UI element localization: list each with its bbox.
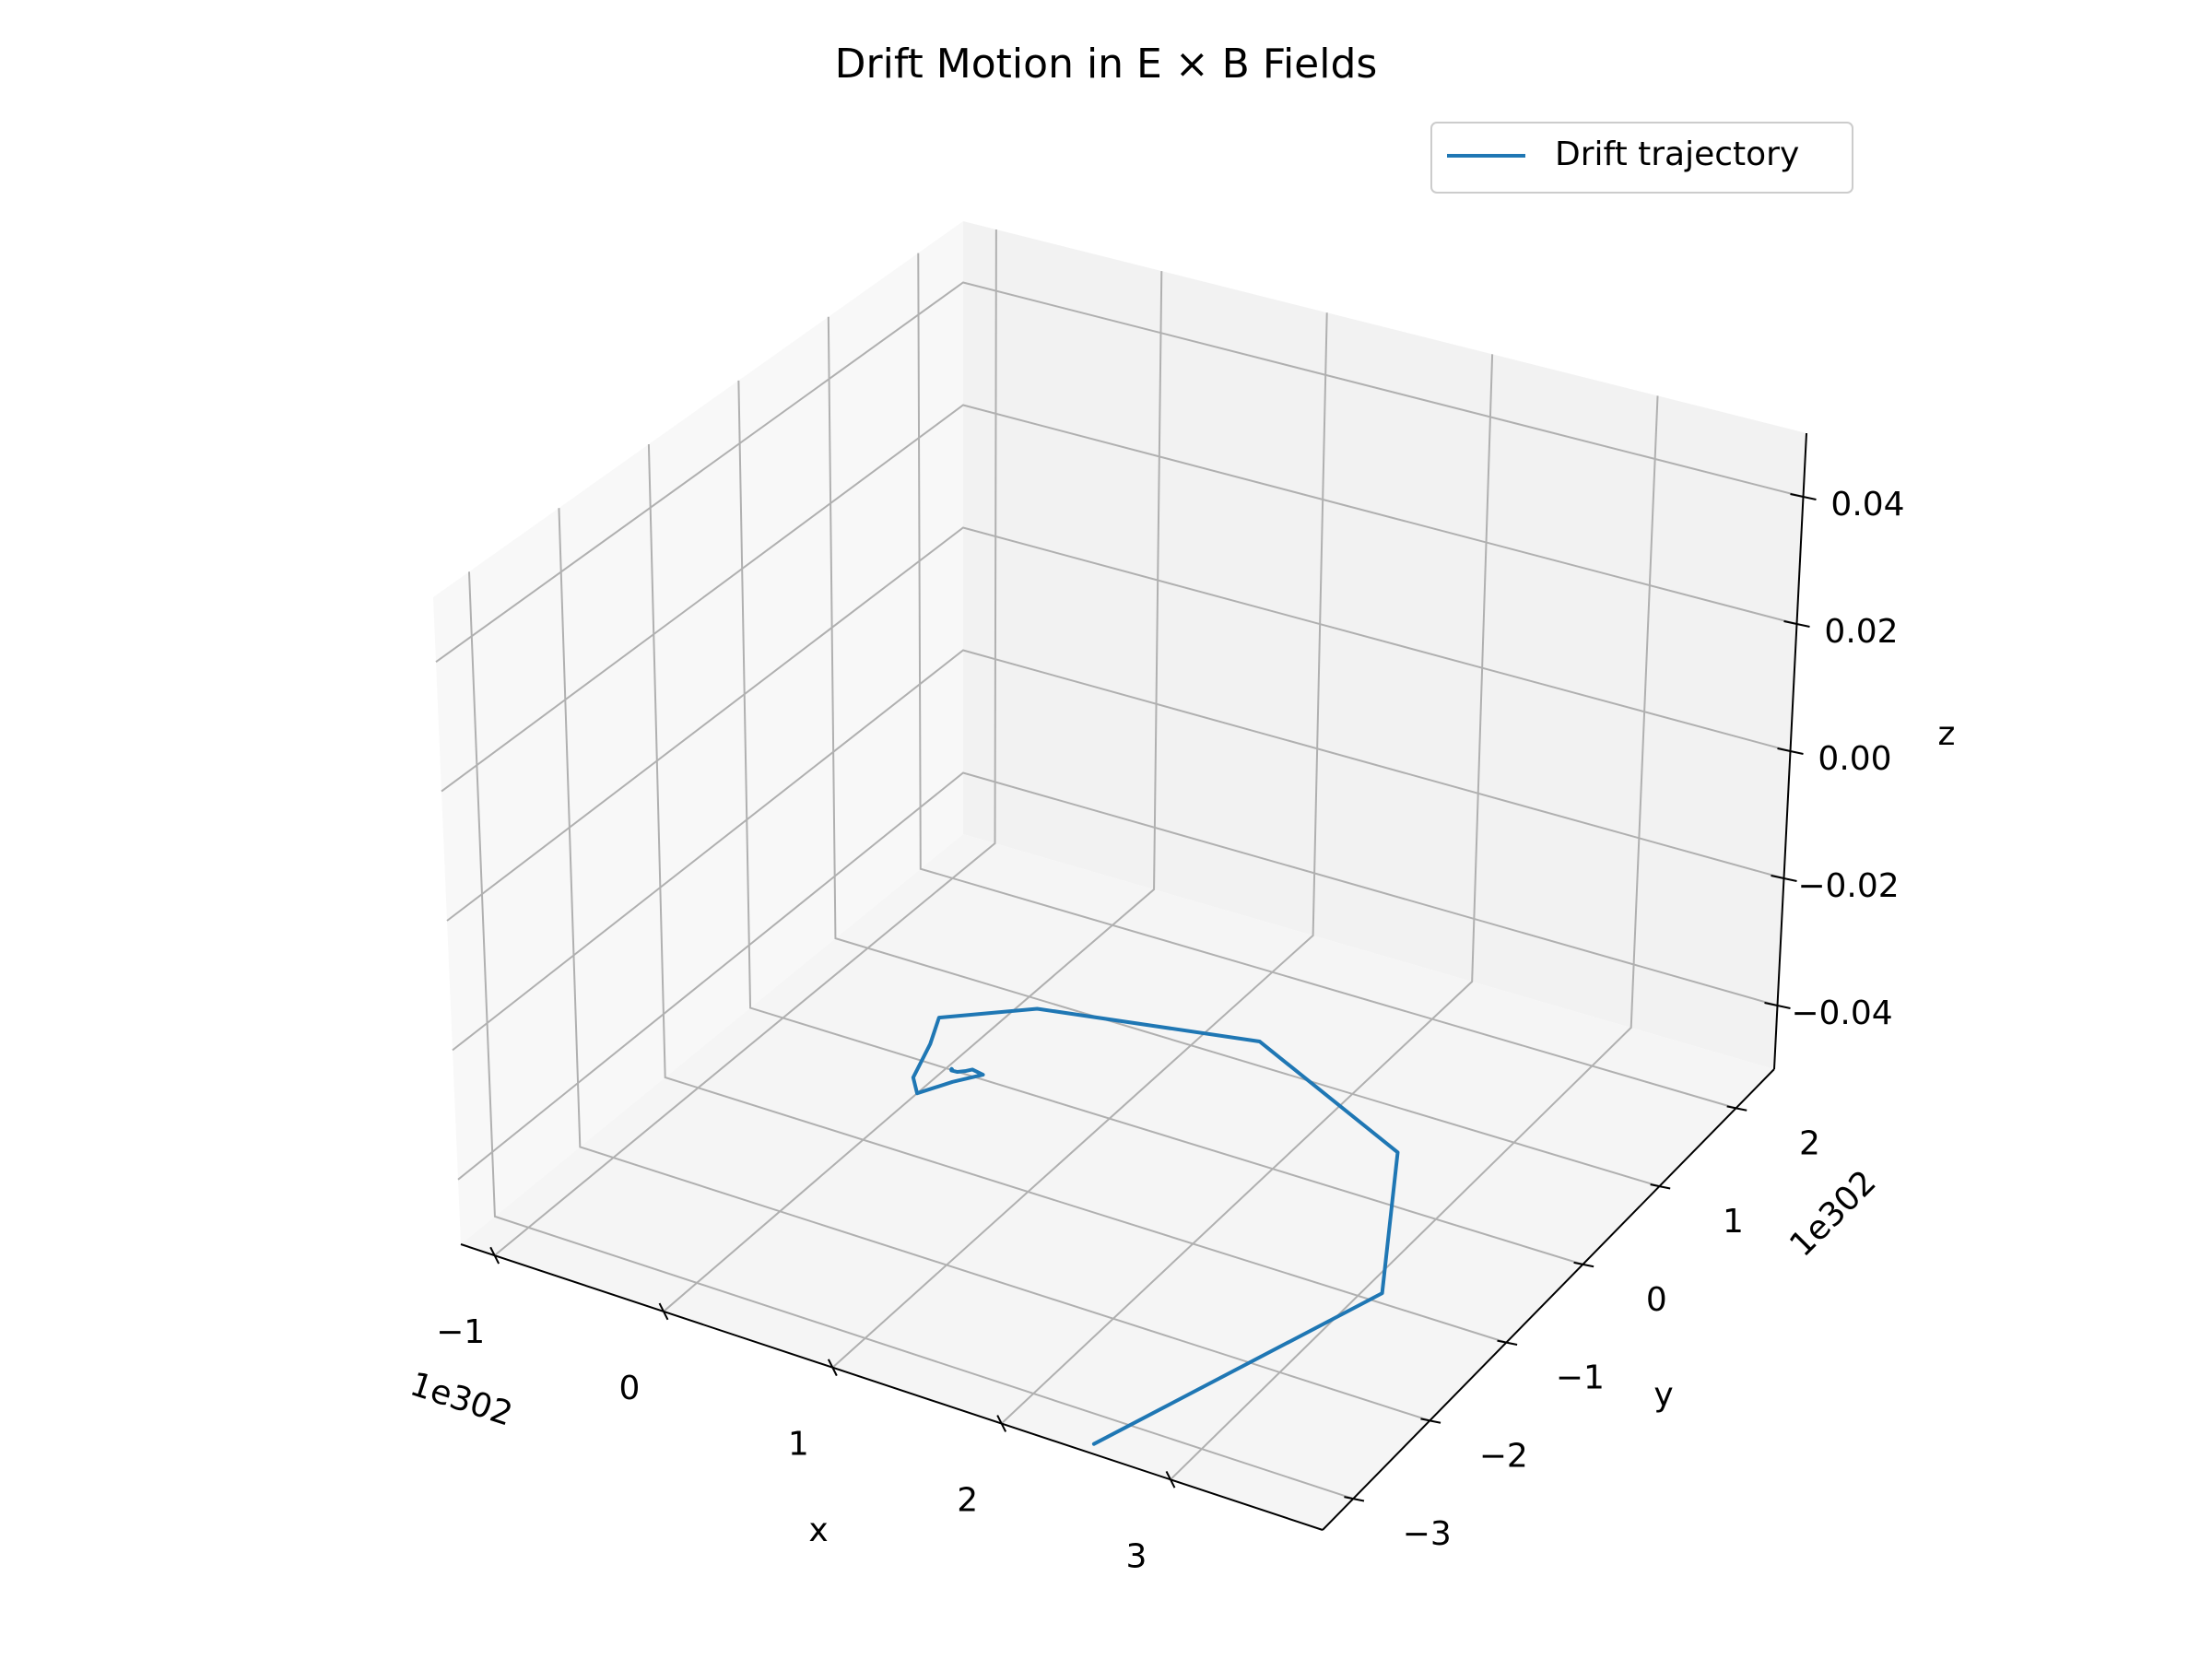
y-tick-mark bbox=[1573, 1261, 1594, 1268]
x-tick-label: 3 bbox=[1126, 1537, 1147, 1575]
y-tick-mark bbox=[1497, 1339, 1518, 1346]
x-tick-label: −1 bbox=[436, 1313, 485, 1351]
x-grid-line bbox=[494, 229, 997, 1256]
y-grid-line bbox=[558, 508, 1430, 1422]
z-grid-line bbox=[452, 649, 1784, 1052]
y-tick-mark bbox=[1344, 1496, 1365, 1502]
z-axis-label: z bbox=[1938, 715, 1956, 753]
z-tick-label: 0.04 bbox=[1830, 486, 1904, 524]
legend-box bbox=[1430, 122, 1853, 194]
y-tick-label: −3 bbox=[1403, 1515, 1452, 1553]
y-grid-line bbox=[917, 253, 1736, 1110]
pane-back bbox=[963, 221, 1806, 1069]
y-axis-label: y bbox=[1653, 1376, 1673, 1414]
x-tick-mark bbox=[658, 1302, 669, 1321]
y-tick-label: 1 bbox=[1723, 1203, 1744, 1241]
x-tick-mark bbox=[1165, 1470, 1176, 1488]
y-tick-label: 2 bbox=[1799, 1124, 1820, 1162]
x-offset-text: 1e302 bbox=[406, 1365, 517, 1433]
grid-lines bbox=[435, 229, 1804, 1500]
y-tick-label: −2 bbox=[1479, 1437, 1528, 1475]
tick-marks bbox=[489, 493, 1817, 1502]
z-grid-line bbox=[446, 526, 1791, 922]
x-axis-line bbox=[460, 1243, 1324, 1531]
y-tick-mark bbox=[1650, 1183, 1671, 1190]
y-tick-mark bbox=[1420, 1418, 1441, 1424]
series-layer bbox=[911, 1006, 1400, 1446]
z-tick-mark bbox=[1790, 493, 1817, 500]
y-grid-line bbox=[467, 571, 1354, 1500]
z-tick-label: −0.02 bbox=[1797, 867, 1899, 905]
x-grid-line bbox=[1000, 354, 1494, 1425]
x-tick-label: 0 bbox=[619, 1370, 641, 1407]
x-grid-line bbox=[1170, 395, 1659, 1481]
y-grid-line bbox=[737, 380, 1583, 1265]
x-tick-mark bbox=[996, 1415, 1007, 1432]
z-tick-label: 0.00 bbox=[1818, 740, 1891, 778]
tick-labels: −1 0 1 2 3 −3 −2 −1 0 1 2 −0.04 −0.02 0.00 0.02 0.04 bbox=[436, 486, 1904, 1575]
x-grid-line bbox=[663, 271, 1163, 1312]
z-tick-mark bbox=[1771, 875, 1797, 882]
y-tick-label: −1 bbox=[1556, 1359, 1605, 1397]
z-grid-line bbox=[457, 771, 1778, 1181]
pane-floor bbox=[461, 834, 1774, 1530]
legend-label: Drift trajectory bbox=[1555, 135, 1799, 173]
y-axis-line bbox=[1322, 1068, 1775, 1531]
y-tick-mark bbox=[1726, 1105, 1747, 1112]
z-grid-line bbox=[435, 281, 1804, 664]
x-axis-label: x bbox=[808, 1512, 828, 1549]
y-tick-label: 0 bbox=[1646, 1281, 1667, 1319]
z-tick-label: 0.02 bbox=[1824, 613, 1898, 651]
z-tick-label: −0.04 bbox=[1791, 994, 1892, 1032]
x-tick-mark bbox=[489, 1246, 500, 1265]
y-grid-line bbox=[827, 316, 1660, 1188]
x-tick-label: 2 bbox=[957, 1482, 978, 1520]
chart-title: Drift Motion in E × B Fields bbox=[835, 41, 1378, 88]
series-line-drift-trajectory bbox=[911, 1006, 1400, 1446]
x-tick-label: 1 bbox=[788, 1426, 809, 1464]
z-tick-mark bbox=[1777, 747, 1804, 755]
x-grid-line bbox=[831, 312, 1328, 1369]
z-grid-line bbox=[441, 404, 1797, 793]
legend: Drift trajectory bbox=[1430, 122, 1853, 194]
y-grid-line bbox=[647, 444, 1507, 1344]
x-tick-mark bbox=[827, 1359, 838, 1377]
z-tick-mark bbox=[1783, 620, 1810, 628]
z-tick-mark bbox=[1764, 1002, 1791, 1009]
y-offset-text: 1e302 bbox=[1783, 1163, 1883, 1264]
